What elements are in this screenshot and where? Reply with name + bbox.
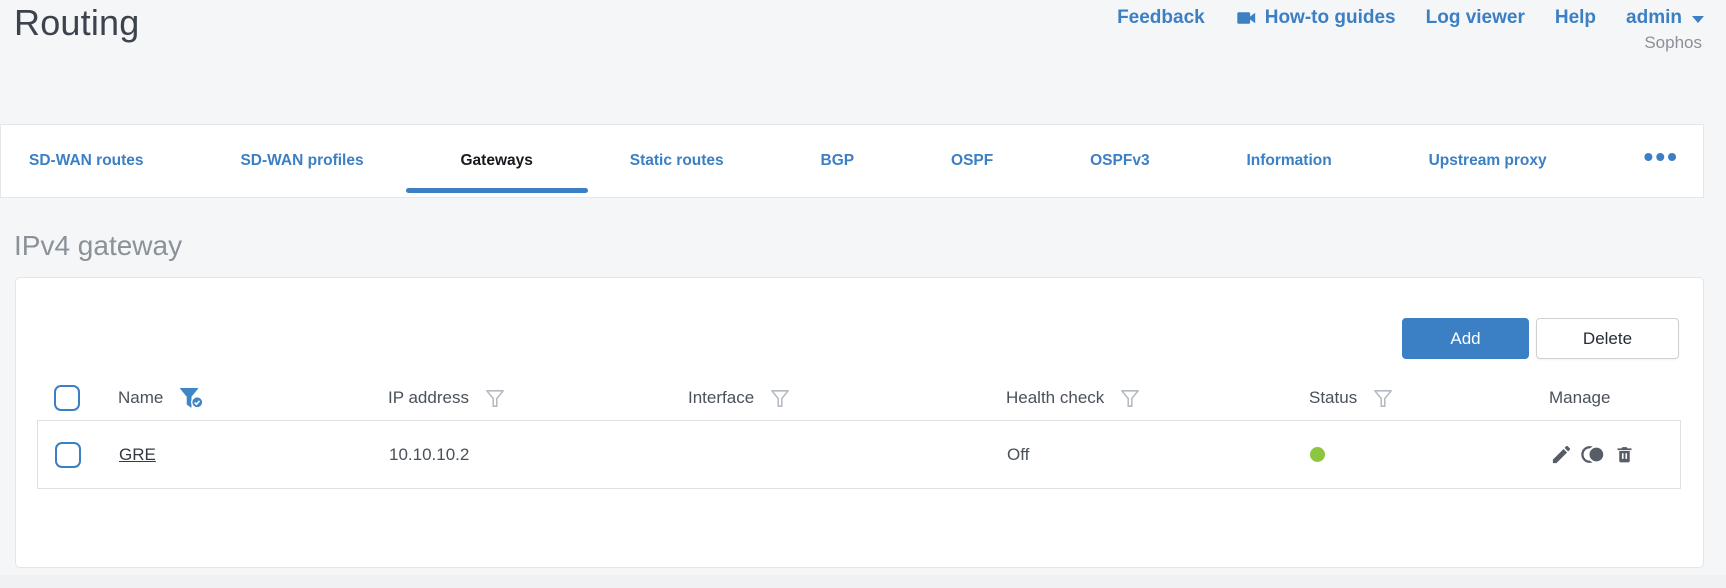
tabs-overflow-button[interactable]: ••• [1643, 141, 1679, 172]
row-checkbox[interactable] [55, 441, 81, 468]
status-filter-icon[interactable] [1373, 389, 1393, 408]
tab-sdwan-profiles[interactable]: SD-WAN profiles [240, 152, 364, 169]
log-viewer-label: Log viewer [1425, 7, 1525, 28]
tab-ospfv3[interactable]: OSPFv3 [1090, 152, 1150, 169]
delete-icon[interactable] [1614, 444, 1635, 465]
user-menu[interactable]: admin [1626, 7, 1704, 29]
tab-information[interactable]: Information [1246, 152, 1332, 169]
column-header-ip: IP address [388, 388, 469, 407]
column-header-name: Name [118, 388, 164, 407]
delete-button[interactable]: Delete [1536, 318, 1679, 359]
video-camera-icon [1235, 7, 1257, 29]
name-filter-active-icon[interactable] [179, 387, 204, 409]
status-dot [1310, 447, 1325, 462]
feedback-label: Feedback [1117, 7, 1205, 28]
column-header-interface: Interface [688, 388, 755, 407]
ip-filter-icon[interactable] [485, 389, 505, 408]
column-header-manage: Manage [1549, 388, 1611, 407]
tab-bar: SD-WAN routes SD-WAN profiles Gateways S… [0, 124, 1704, 198]
gateway-name-link[interactable]: GRE [119, 444, 156, 464]
top-nav: Feedback How-to guides Log viewer Help a… [1117, 7, 1704, 29]
brand-label: Sophos [1644, 33, 1702, 52]
tab-gateways-label: Gateways [460, 152, 533, 169]
toolbar: Add Delete [1402, 318, 1679, 359]
howto-guides-label: How-to guides [1264, 7, 1396, 28]
edit-icon[interactable] [1550, 443, 1573, 466]
page-title: Routing [14, 2, 140, 43]
clone-icon[interactable] [1581, 444, 1606, 465]
tab-bgp[interactable]: BGP [820, 152, 855, 169]
column-header-health-check: Health check [1006, 388, 1105, 407]
add-button[interactable]: Add [1402, 318, 1529, 359]
table-header-row: Name IP address Interface [37, 376, 1681, 420]
feedback-link[interactable]: Feedback [1117, 7, 1205, 29]
gateway-table: Name IP address Interface [37, 376, 1681, 489]
ipv4-gateway-card: Add Delete Name IP address [15, 277, 1704, 568]
gateway-ip: 10.10.10.2 [389, 444, 470, 464]
interface-filter-icon[interactable] [770, 389, 790, 408]
tab-gateways[interactable]: Gateways [405, 125, 588, 197]
log-viewer-link[interactable]: Log viewer [1426, 7, 1525, 29]
active-tab-indicator [405, 188, 588, 193]
user-menu-label: admin [1626, 7, 1682, 28]
tab-upstream-proxy[interactable]: Upstream proxy [1428, 152, 1547, 169]
help-link[interactable]: Help [1555, 7, 1596, 29]
chevron-down-icon [1692, 16, 1704, 23]
tab-static-routes[interactable]: Static routes [629, 152, 724, 169]
howto-guides-link[interactable]: How-to guides [1235, 7, 1396, 29]
column-header-status: Status [1309, 388, 1358, 407]
table-row: GRE 10.10.10.2 Off [37, 420, 1681, 489]
tab-sdwan-routes[interactable]: SD-WAN routes [29, 152, 144, 169]
page-bottom-strip [0, 575, 1726, 588]
help-label: Help [1554, 7, 1597, 28]
section-title: IPv4 gateway [14, 230, 183, 261]
health-check-filter-icon[interactable] [1120, 389, 1140, 408]
gateway-health-check: Off [1007, 444, 1030, 464]
select-all-checkbox[interactable] [54, 385, 80, 411]
tab-ospf[interactable]: OSPF [951, 152, 994, 169]
manage-actions [1550, 443, 1635, 466]
